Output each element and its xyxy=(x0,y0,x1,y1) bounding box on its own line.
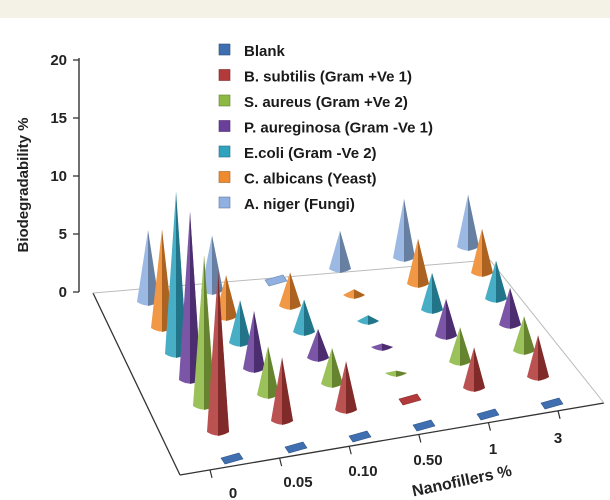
legend-swatch xyxy=(218,196,231,209)
cone-shade xyxy=(290,272,301,310)
x-tick-label: 0.05 xyxy=(283,474,312,491)
y-axis: 0 5 10 15 20 xyxy=(50,52,80,301)
cone-shade xyxy=(218,269,229,436)
x-tick xyxy=(348,446,352,455)
legend-label: E.coli (Gram -Ve 2) xyxy=(244,145,377,162)
cone-shade xyxy=(340,230,351,273)
legend-label: A. niger (Fungi) xyxy=(244,196,355,213)
cone-shade xyxy=(524,316,535,355)
cone-base-flat xyxy=(476,408,500,421)
cone-base-flat xyxy=(348,430,372,443)
x-tick-label: 0.10 xyxy=(348,463,377,480)
cone-shade xyxy=(318,329,329,362)
x-tick xyxy=(557,410,561,419)
cone-shade xyxy=(382,343,393,351)
top-band xyxy=(0,0,610,18)
cone-shade xyxy=(268,346,279,399)
legend: Blank B. subtilis (Gram +Ve 1) S. aureus (… xyxy=(218,43,433,213)
cone-shade xyxy=(432,272,443,314)
legend-swatch xyxy=(218,171,231,183)
cone-base-flat xyxy=(540,397,564,410)
legend-label: S. aureus (Gram +Ve 2) xyxy=(244,94,408,111)
x-tick xyxy=(209,469,213,479)
cone-shade xyxy=(496,260,507,303)
x-axis: 0 0.05 0.10 0.50 1 3 xyxy=(209,410,562,500)
cone-base-flat xyxy=(220,452,244,465)
y-axis-label: Biodegradability % xyxy=(15,117,32,252)
cone-shade xyxy=(304,299,315,336)
x-tick-label: 1 xyxy=(489,441,497,458)
legend-label: Blank xyxy=(244,43,286,60)
cone-shade xyxy=(404,198,415,262)
y-tick-label: 20 xyxy=(50,52,67,69)
x-tick xyxy=(487,422,492,431)
cone-shade xyxy=(396,370,407,377)
cone-shade xyxy=(354,289,365,299)
cone-shade xyxy=(468,194,479,251)
x-tick xyxy=(418,434,422,443)
cone-shade xyxy=(254,311,265,373)
cone-base-flat xyxy=(284,441,308,454)
legend-label: P. aureginosa (Gram -Ve 1) xyxy=(244,120,433,137)
legend-swatch xyxy=(218,94,231,107)
cone-shade xyxy=(332,348,343,388)
legend-swatch xyxy=(218,120,231,132)
cone-shade xyxy=(538,335,549,381)
cone-shade xyxy=(226,275,237,321)
cone-shade xyxy=(368,315,379,325)
legend-swatch xyxy=(218,145,231,158)
legend-label: B. subtilis (Gram +Ve 1) xyxy=(244,69,412,86)
floor-right-edge xyxy=(489,259,605,404)
x-tick-label: 3 xyxy=(554,430,562,447)
legend-label: C. albicans (Yeast) xyxy=(244,171,377,188)
y-tick-label: 0 xyxy=(59,284,67,301)
cone-base-flat xyxy=(398,393,422,406)
floor-front-edge xyxy=(179,402,605,476)
cone-shade xyxy=(474,347,485,392)
floor-left-edge xyxy=(92,292,181,476)
y-tick-label: 15 xyxy=(50,110,67,127)
cone-base-flat xyxy=(264,274,288,287)
cone-shade xyxy=(212,235,223,295)
cone-shade xyxy=(460,327,471,366)
cone-shade xyxy=(346,361,357,414)
cone-shade xyxy=(282,357,293,425)
y-tick-label: 5 xyxy=(59,226,67,243)
legend-swatch xyxy=(218,43,231,56)
x-tick xyxy=(279,457,283,467)
x-tick-label: 0 xyxy=(229,485,237,500)
cone-base-flat xyxy=(412,419,436,432)
cone-shade xyxy=(446,298,457,340)
cone-shade xyxy=(482,228,493,277)
cone-series xyxy=(137,191,564,465)
y-tick-label: 10 xyxy=(50,168,67,185)
legend-swatch xyxy=(218,69,231,81)
cone-shade xyxy=(510,287,521,329)
x-tick-label: 0.50 xyxy=(413,452,442,469)
cone-shade xyxy=(240,300,251,347)
cone-shade xyxy=(418,238,429,288)
